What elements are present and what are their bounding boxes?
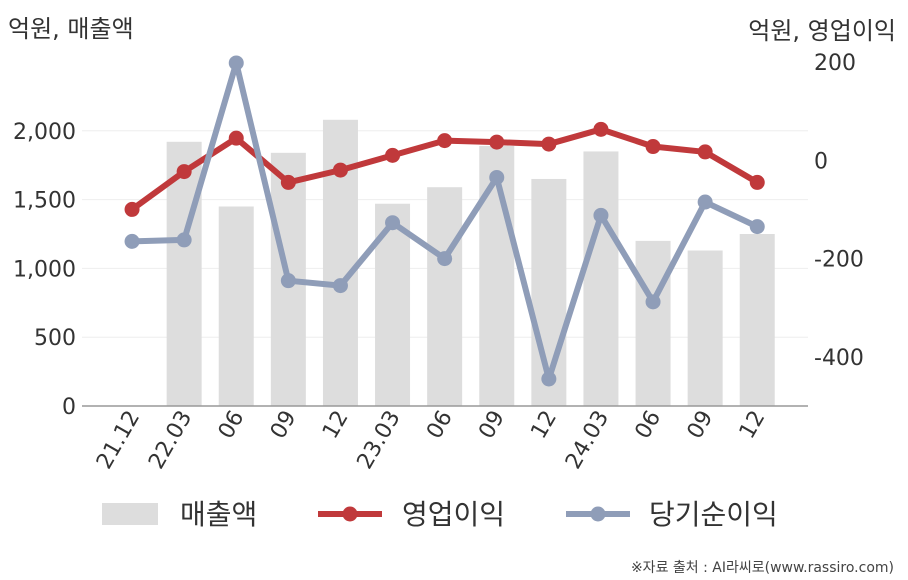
right-tick-label: 0	[814, 149, 828, 174]
legend-label-매출액: 매출액	[180, 498, 257, 531]
bar-06	[427, 187, 463, 406]
x-tick-label: 22.03	[144, 407, 197, 474]
bar-22.03	[166, 141, 202, 407]
left-tick-label: 1,000	[13, 257, 76, 282]
legend-marker-당기순이익	[590, 506, 606, 522]
point-당기순이익-09	[489, 169, 505, 185]
left-tick-label: 1,500	[13, 189, 76, 214]
point-당기순이익-12	[332, 278, 348, 294]
point-영업이익-12	[541, 136, 557, 152]
point-당기순이익-23.03	[385, 215, 401, 231]
x-tick-label: 12	[735, 407, 771, 444]
x-tick-label: 06	[422, 407, 458, 444]
bar-09	[687, 250, 723, 406]
point-영업이익-09	[697, 144, 713, 160]
bar-06	[635, 240, 671, 406]
point-당기순이익-09	[697, 194, 713, 210]
point-당기순이익-22.03	[176, 232, 192, 248]
left-tick-labels: 0 500 1,000 1,500 2,000	[13, 120, 76, 420]
x-tick-label: 09	[683, 407, 719, 444]
bar-24.03	[583, 151, 619, 406]
legend: 매출액 영업이익 당기순이익	[102, 498, 778, 531]
point-영업이익-06	[437, 133, 453, 149]
point-영업이익-12	[332, 162, 348, 178]
right-tick-label: -200	[814, 248, 864, 273]
x-tick-label: 21.12	[92, 407, 145, 474]
left-tick-label: 2,000	[13, 120, 76, 145]
point-영업이익-12	[749, 174, 765, 190]
legend-label-영업이익: 영업이익	[402, 498, 505, 531]
x-tick-label: 24.03	[561, 407, 614, 474]
left-tick-label: 0	[62, 395, 76, 420]
right-tick-label: 200	[814, 51, 856, 76]
point-당기순이익-12	[541, 371, 557, 387]
point-영업이익-21.12	[124, 201, 140, 217]
source-note: ※자료 출처 : AI라씨로(www.rassiro.com)	[631, 560, 894, 576]
x-tick-label: 23.03	[353, 407, 406, 474]
legend-swatch-매출액	[102, 503, 158, 525]
right-tick-label: -400	[814, 346, 864, 371]
right-axis-label: 억원, 영업이익	[748, 17, 896, 45]
legend-marker-영업이익	[342, 506, 358, 522]
left-axis-label: 억원, 매출액	[8, 15, 134, 43]
point-영업이익-23.03	[385, 147, 401, 163]
x-tick-label: 12	[318, 407, 354, 444]
point-영업이익-09	[489, 134, 505, 150]
bar-06	[218, 206, 254, 406]
point-당기순이익-12	[749, 219, 765, 235]
x-tick-label: 06	[214, 407, 250, 444]
point-당기순이익-09	[280, 273, 296, 289]
x-tick-label: 12	[526, 407, 562, 444]
x-tick-label: 09	[474, 407, 510, 444]
point-당기순이익-06	[228, 55, 244, 71]
point-당기순이익-06	[645, 294, 661, 310]
point-당기순이익-21.12	[124, 233, 140, 249]
point-영업이익-06	[645, 139, 661, 155]
point-당기순이익-24.03	[593, 207, 609, 223]
legend-label-당기순이익: 당기순이익	[649, 498, 778, 531]
left-tick-label: 500	[34, 326, 76, 351]
x-tick-label: 09	[266, 407, 302, 444]
bar-12	[739, 234, 775, 406]
point-영업이익-06	[228, 130, 244, 146]
point-영업이익-24.03	[593, 121, 609, 137]
point-영업이익-22.03	[176, 164, 192, 180]
line-series	[124, 55, 765, 387]
x-tick-label: 06	[631, 407, 667, 444]
right-tick-labels: -400 -200 0 200	[814, 51, 864, 371]
point-당기순이익-06	[437, 251, 453, 267]
point-영업이익-09	[280, 174, 296, 190]
